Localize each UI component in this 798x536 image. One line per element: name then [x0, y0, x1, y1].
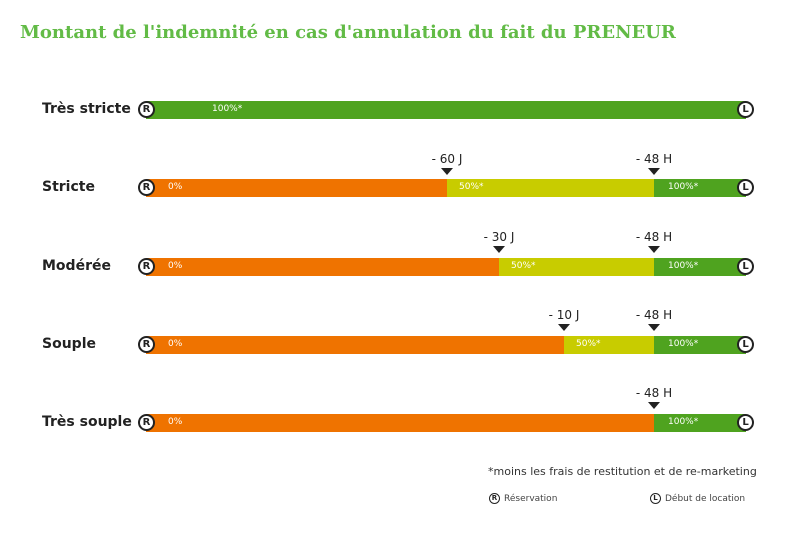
reservation-icon: R: [138, 179, 155, 196]
segment-label: 0%: [168, 182, 183, 192]
marker: - 48 H: [624, 386, 684, 409]
marker: - 48 H: [624, 308, 684, 331]
marker-label: - 60 J: [431, 152, 463, 166]
segment-0: 0%: [146, 414, 654, 432]
row-label: Modérée: [42, 258, 111, 274]
rental-start-icon: L: [737, 414, 754, 431]
rental-start-icon: L: [737, 101, 754, 118]
triangle-down-icon: [558, 324, 570, 331]
marker: - 10 J: [534, 308, 594, 331]
segment-label: 50%*: [511, 261, 536, 271]
segment-label: 0%: [168, 339, 183, 349]
marker: - 48 H: [624, 152, 684, 175]
reservation-icon: R: [138, 336, 155, 353]
segment-0: 0%: [146, 336, 564, 354]
row-label: Très stricte: [42, 101, 131, 117]
legend-reservation: R Réservation: [489, 493, 557, 504]
row-label: Souple: [42, 336, 96, 352]
rental-start-icon: L: [737, 258, 754, 275]
reservation-icon: R: [138, 414, 155, 431]
legend-label: Début de location: [665, 494, 746, 504]
triangle-down-icon: [441, 168, 453, 175]
rental-start-icon: L: [737, 336, 754, 353]
segment-label: 50%*: [459, 182, 484, 192]
triangle-down-icon: [648, 168, 660, 175]
legend-label: Réservation: [504, 494, 558, 504]
policy-bar: 0% 100%*: [146, 414, 746, 432]
marker: - 30 J: [469, 230, 529, 253]
segment-0: 0%: [146, 179, 447, 197]
marker-label: - 10 J: [548, 308, 580, 322]
segment-100: 100%*: [146, 101, 746, 119]
segment-label: 100%*: [668, 339, 699, 349]
marker-label: - 48 H: [635, 308, 673, 322]
legend-debut: L Début de location: [650, 493, 745, 504]
segment-label: 50%*: [576, 339, 601, 349]
policy-bar: 100%*: [146, 101, 746, 119]
segment-100: 100%*: [654, 258, 746, 276]
segment-100: 100%*: [654, 179, 746, 197]
segment-50: 50%*: [499, 258, 654, 276]
rental-start-icon: L: [737, 179, 754, 196]
triangle-down-icon: [648, 402, 660, 409]
segment-label: 100%*: [668, 182, 699, 192]
rental-start-icon: L: [650, 493, 661, 504]
footnote: *moins les frais de restitution et de re…: [488, 465, 757, 478]
segment-100: 100%*: [654, 414, 746, 432]
policy-bar: 0% 50%* 100%*: [146, 336, 746, 354]
marker: - 60 J: [417, 152, 477, 175]
triangle-down-icon: [648, 246, 660, 253]
segment-label: 0%: [168, 417, 183, 427]
row-label: Très souple: [42, 414, 132, 430]
segment-50: 50%*: [447, 179, 654, 197]
segment-50: 50%*: [564, 336, 654, 354]
marker: - 48 H: [624, 230, 684, 253]
marker-label: - 48 H: [635, 230, 673, 244]
segment-label: 100%*: [212, 104, 243, 114]
triangle-down-icon: [493, 246, 505, 253]
reservation-icon: R: [138, 101, 155, 118]
segment-100: 100%*: [654, 336, 746, 354]
reservation-icon: R: [138, 258, 155, 275]
row-label: Stricte: [42, 179, 95, 195]
segment-label: 0%: [168, 261, 183, 271]
segment-label: 100%*: [668, 417, 699, 427]
marker-label: - 48 H: [635, 152, 673, 166]
policy-bar: 0% 50%* 100%*: [146, 258, 746, 276]
segment-0: 0%: [146, 258, 499, 276]
policy-bar: 0% 50%* 100%*: [146, 179, 746, 197]
reservation-icon: R: [489, 493, 500, 504]
page-title: Montant de l'indemnité en cas d'annulati…: [20, 22, 676, 43]
segment-label: 100%*: [668, 261, 699, 271]
triangle-down-icon: [648, 324, 660, 331]
marker-label: - 30 J: [483, 230, 515, 244]
marker-label: - 48 H: [635, 386, 673, 400]
